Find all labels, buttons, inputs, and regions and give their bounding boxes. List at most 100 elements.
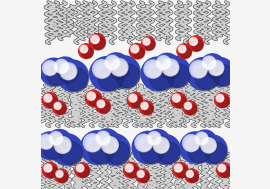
Circle shape	[129, 94, 137, 102]
Circle shape	[80, 45, 88, 53]
Circle shape	[184, 101, 197, 115]
Circle shape	[150, 135, 180, 164]
Circle shape	[140, 101, 153, 115]
Circle shape	[219, 97, 222, 101]
Circle shape	[165, 62, 177, 74]
Circle shape	[143, 39, 150, 45]
Circle shape	[46, 166, 58, 178]
Circle shape	[130, 95, 137, 102]
Circle shape	[76, 164, 84, 172]
Circle shape	[129, 43, 144, 59]
Circle shape	[138, 137, 151, 150]
Circle shape	[113, 62, 126, 74]
Circle shape	[110, 60, 117, 67]
Circle shape	[54, 136, 71, 153]
Circle shape	[146, 130, 171, 155]
Circle shape	[133, 47, 144, 59]
Circle shape	[142, 37, 155, 51]
Circle shape	[103, 53, 129, 79]
Circle shape	[185, 103, 191, 109]
Circle shape	[142, 103, 147, 109]
Circle shape	[98, 101, 104, 107]
Circle shape	[44, 164, 52, 172]
Circle shape	[192, 40, 203, 51]
Circle shape	[149, 133, 160, 144]
Circle shape	[106, 141, 116, 151]
Circle shape	[110, 60, 129, 79]
Circle shape	[47, 129, 72, 154]
Circle shape	[176, 165, 182, 171]
Circle shape	[109, 57, 141, 89]
Circle shape	[61, 64, 76, 79]
Circle shape	[140, 139, 164, 163]
Circle shape	[132, 97, 136, 101]
Circle shape	[99, 134, 109, 144]
Circle shape	[89, 139, 114, 164]
Circle shape	[174, 95, 180, 101]
Circle shape	[147, 132, 161, 145]
Circle shape	[186, 138, 198, 150]
Circle shape	[63, 66, 75, 78]
Circle shape	[149, 65, 160, 76]
Circle shape	[202, 139, 215, 152]
Circle shape	[194, 65, 205, 76]
Circle shape	[79, 44, 94, 59]
Circle shape	[93, 37, 98, 43]
Circle shape	[99, 66, 108, 75]
Circle shape	[186, 170, 194, 177]
Circle shape	[64, 67, 75, 77]
Circle shape	[205, 142, 214, 151]
Circle shape	[220, 166, 225, 171]
Circle shape	[190, 38, 197, 45]
Circle shape	[184, 136, 199, 151]
Circle shape	[190, 60, 207, 78]
Circle shape	[105, 55, 120, 70]
Circle shape	[65, 68, 88, 91]
Circle shape	[196, 133, 207, 144]
Circle shape	[156, 140, 168, 152]
Circle shape	[53, 101, 66, 114]
Circle shape	[81, 46, 87, 52]
Circle shape	[188, 172, 193, 177]
Circle shape	[181, 133, 212, 164]
Circle shape	[57, 62, 67, 72]
Circle shape	[166, 64, 177, 74]
Circle shape	[50, 133, 62, 144]
Circle shape	[194, 131, 218, 154]
Circle shape	[217, 96, 223, 101]
Circle shape	[91, 35, 99, 44]
Circle shape	[106, 57, 119, 69]
Circle shape	[161, 60, 180, 79]
Circle shape	[43, 93, 58, 108]
Circle shape	[56, 104, 66, 114]
Circle shape	[159, 56, 190, 87]
Circle shape	[46, 96, 58, 108]
Circle shape	[204, 140, 215, 152]
Circle shape	[90, 34, 106, 50]
Circle shape	[177, 166, 188, 178]
Circle shape	[175, 97, 179, 101]
Circle shape	[206, 60, 214, 67]
Circle shape	[188, 172, 198, 182]
Circle shape	[90, 95, 94, 99]
Circle shape	[198, 135, 227, 163]
Circle shape	[218, 96, 223, 101]
Circle shape	[60, 143, 68, 150]
Circle shape	[160, 58, 191, 89]
Circle shape	[168, 65, 176, 73]
Circle shape	[94, 38, 98, 42]
Circle shape	[45, 165, 51, 171]
Circle shape	[97, 132, 109, 145]
Circle shape	[149, 65, 174, 90]
Circle shape	[136, 170, 150, 183]
Circle shape	[103, 138, 118, 153]
Circle shape	[174, 164, 183, 172]
Circle shape	[196, 67, 204, 75]
Circle shape	[200, 54, 225, 78]
Circle shape	[143, 104, 153, 115]
Circle shape	[79, 167, 89, 177]
Circle shape	[42, 163, 58, 178]
Circle shape	[219, 165, 225, 172]
Circle shape	[159, 58, 169, 68]
Circle shape	[133, 133, 166, 165]
